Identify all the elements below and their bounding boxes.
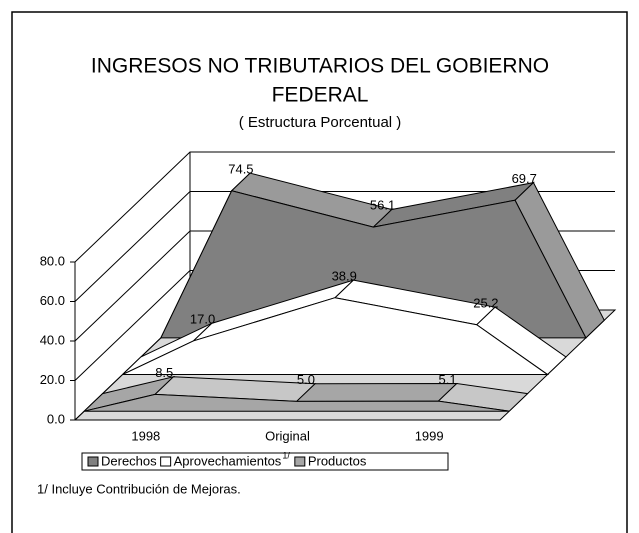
value-label: 8.5 [155, 365, 173, 380]
y-tick-label: 0.0 [47, 411, 65, 426]
value-label: 25.2 [473, 295, 498, 310]
area-top [295, 383, 459, 402]
x-tick-label: 1998 [131, 428, 160, 443]
series-area: 8.5 5.0 5.1 [82, 365, 529, 413]
y-tick-label: 80.0 [40, 253, 65, 268]
legend-swatch [294, 456, 306, 467]
value-label: 38.9 [332, 268, 357, 283]
y-tick-label: 20.0 [40, 372, 65, 387]
legend-swatch [87, 456, 99, 467]
legend-label: Aprovechamientos [174, 453, 282, 468]
legend-label: Derechos [101, 453, 157, 468]
x-tick-label: 1999 [415, 428, 444, 443]
area [122, 297, 550, 376]
value-label: 74.5 [228, 161, 253, 176]
frame [11, 11, 628, 533]
legend-box [81, 452, 449, 471]
area [84, 393, 510, 412]
value-label: 5.1 [439, 372, 457, 387]
value-label: 5.0 [297, 372, 315, 387]
series-area: 17.0 38.9 25.2 [122, 268, 567, 376]
chart-title: FEDERAL [272, 84, 369, 107]
y-tick-label: 60.0 [40, 293, 65, 308]
footnote: 1/ Incluye Contribución de Mejoras. [37, 481, 241, 496]
legend: Derechos Aprovechamientos 1/Productos [81, 450, 449, 471]
x-tick-label: Original [265, 428, 310, 443]
legend-note: 1/ [282, 450, 290, 460]
chart-title: INGRESOS NO TRIBUTARIOS DEL GOBIERNO [91, 55, 549, 78]
series-area: 74.5 56.1 69.7 [160, 161, 605, 339]
value-label: 17.0 [190, 312, 215, 327]
legend-label: Productos [308, 453, 367, 468]
value-label: 56.1 [370, 198, 395, 213]
y-tick-label: 40.0 [40, 332, 65, 347]
legend-swatch [160, 456, 172, 467]
chart-subtitle: ( Estructura Porcentual ) [239, 114, 402, 131]
value-label: 69.7 [512, 171, 537, 186]
